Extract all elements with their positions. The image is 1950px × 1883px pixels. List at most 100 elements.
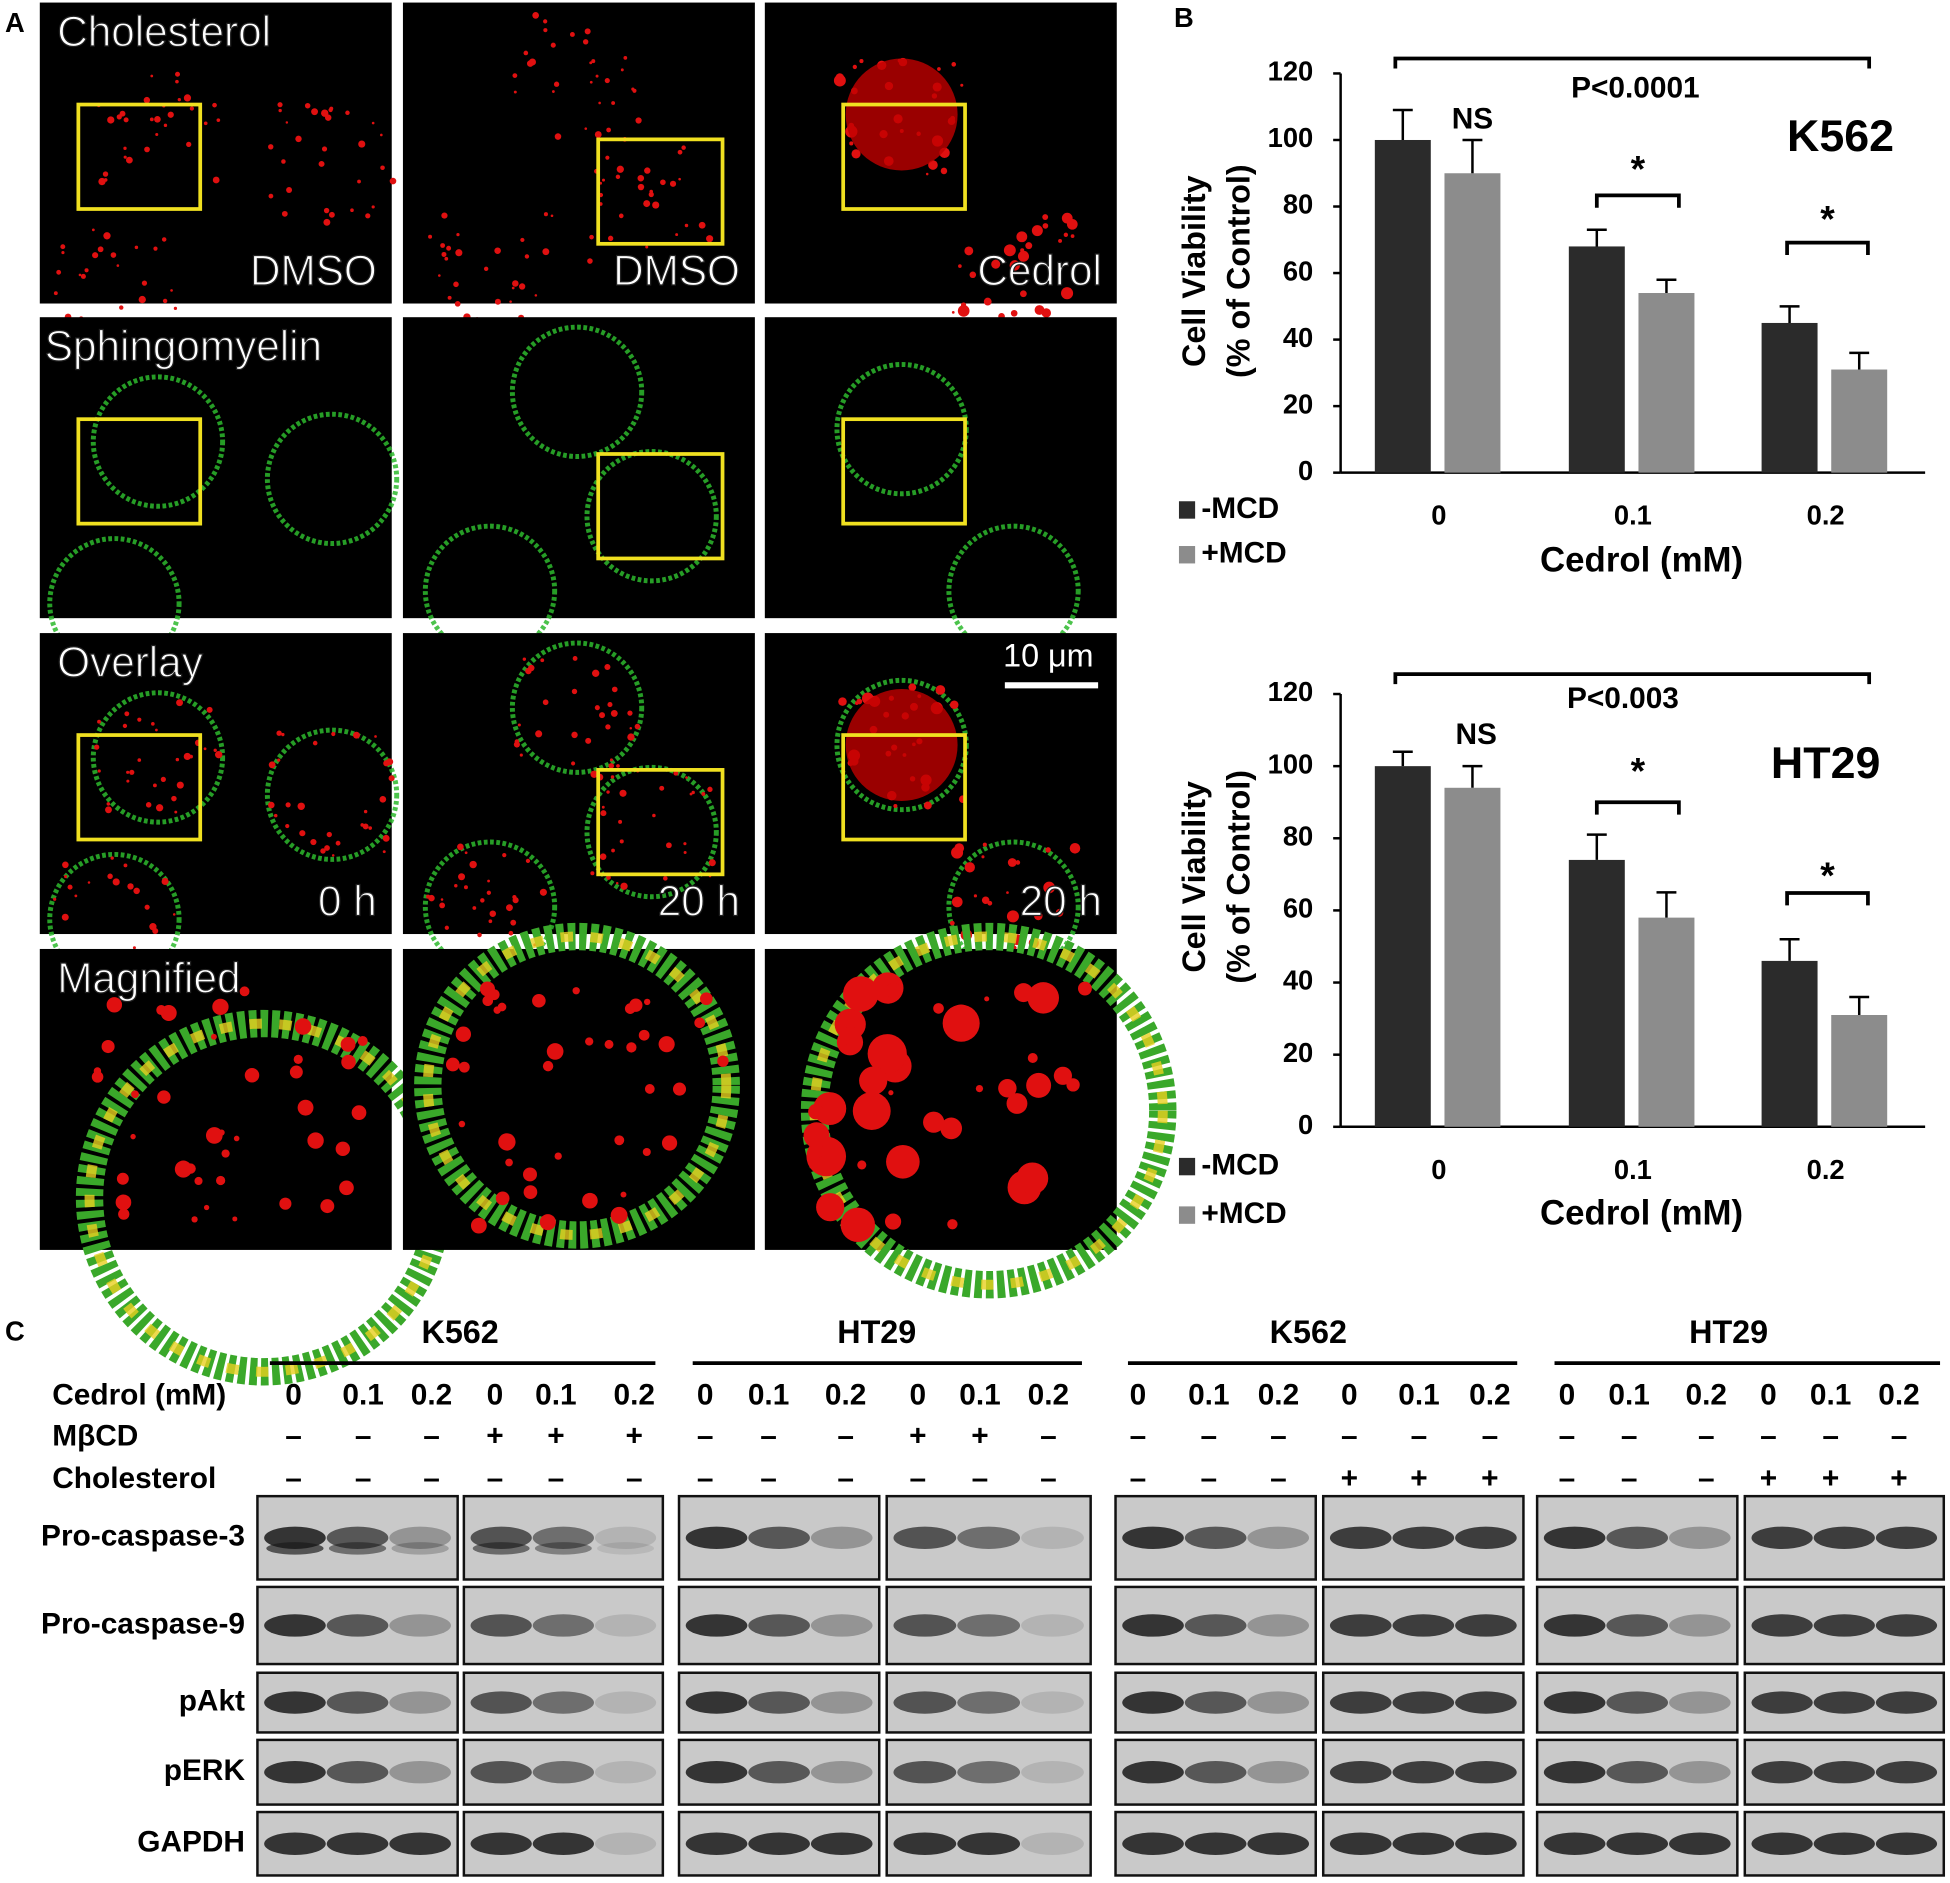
speckle [98, 177, 106, 186]
speckle [601, 178, 605, 182]
speckle [957, 305, 970, 317]
speckle [600, 810, 607, 817]
lane-label: + [1410, 1462, 1427, 1495]
speckle [119, 305, 124, 310]
speckle [606, 790, 610, 794]
band [1455, 1526, 1517, 1550]
speckle [277, 758, 281, 762]
speckle [453, 281, 459, 288]
speckle [110, 252, 117, 258]
band [1606, 1526, 1669, 1550]
protein-label: Pro-caspase-9 [41, 1607, 245, 1640]
speckle [268, 193, 274, 199]
speckle [675, 233, 679, 237]
y-tick-label: 20 [1283, 1037, 1313, 1068]
speckle [183, 94, 192, 102]
speckle [339, 1180, 354, 1196]
lane-label: 0.2 [1686, 1379, 1727, 1412]
condition-label: Cedrol (mM) [52, 1379, 226, 1412]
speckle [122, 723, 128, 729]
speckle [156, 1005, 167, 1016]
legend-swatch [1178, 501, 1196, 519]
speckle [508, 930, 514, 936]
band [1813, 1691, 1875, 1714]
y-tick-label: 0 [1298, 455, 1313, 486]
band [1455, 1614, 1517, 1637]
lane-label: – [1698, 1420, 1715, 1453]
significance-bracket [1594, 193, 1681, 208]
band [1329, 1761, 1392, 1784]
band [532, 1691, 594, 1714]
lane-label: – [837, 1420, 854, 1453]
lane-label: – [1621, 1420, 1638, 1453]
significance-bracket [1785, 240, 1870, 256]
speckle [138, 295, 146, 304]
speckle [611, 101, 616, 105]
speckle [528, 58, 536, 66]
lane-label: – [1559, 1462, 1576, 1495]
speckle [659, 785, 665, 791]
speckle [350, 208, 354, 213]
band [957, 1614, 1021, 1637]
roi-box [596, 137, 725, 246]
speckle [463, 885, 468, 890]
speckle [106, 997, 123, 1013]
speckle [599, 853, 607, 860]
x-tick-label: 0.2 [1807, 500, 1845, 531]
band [1751, 1832, 1813, 1855]
speckle [509, 300, 512, 303]
band [1751, 1526, 1813, 1550]
lane-label: + [486, 1420, 503, 1453]
speckle [627, 733, 635, 741]
speckle [928, 160, 938, 170]
speckle [540, 658, 545, 663]
bar [1568, 859, 1625, 1127]
speckle [933, 1003, 944, 1014]
speckle [126, 156, 133, 164]
roi-box [841, 102, 967, 211]
speckle [143, 96, 151, 104]
speckle [215, 751, 223, 759]
speckle [1058, 238, 1063, 243]
band [389, 1526, 451, 1550]
speckle [107, 116, 115, 124]
speckle [666, 842, 672, 849]
speckle [652, 201, 660, 209]
speckle [1027, 982, 1060, 1014]
speckle [91, 228, 95, 232]
band [1455, 1761, 1517, 1784]
speckle [648, 191, 654, 198]
speckle [189, 106, 194, 111]
band [594, 1832, 657, 1855]
lane-label: + [1890, 1462, 1907, 1495]
speckle [328, 211, 335, 218]
speckle [216, 118, 221, 122]
lane-label: – [1559, 1420, 1576, 1453]
speckle [591, 59, 596, 64]
band [594, 1761, 657, 1784]
speckle [683, 842, 687, 846]
speckle [851, 149, 861, 159]
speckle [604, 78, 610, 84]
roi-box [76, 417, 203, 526]
speckle [185, 1163, 196, 1174]
speckle [304, 102, 311, 109]
speckle [285, 802, 291, 808]
band [957, 1691, 1021, 1714]
band [1184, 1526, 1247, 1550]
band [470, 1691, 532, 1714]
speckle [297, 1099, 314, 1116]
lane-label: 0.1 [1608, 1379, 1649, 1412]
speckle [618, 819, 623, 824]
speckle [441, 212, 448, 219]
speckle [660, 179, 666, 186]
micrograph [39, 2, 392, 304]
speckle [80, 273, 86, 279]
band [594, 1526, 657, 1550]
speckle [637, 174, 645, 182]
speckle [1061, 212, 1073, 224]
speckle [276, 730, 282, 736]
lane-label: 0.1 [535, 1379, 576, 1412]
speckle [616, 764, 620, 768]
group-label: HT29 [837, 1314, 916, 1350]
